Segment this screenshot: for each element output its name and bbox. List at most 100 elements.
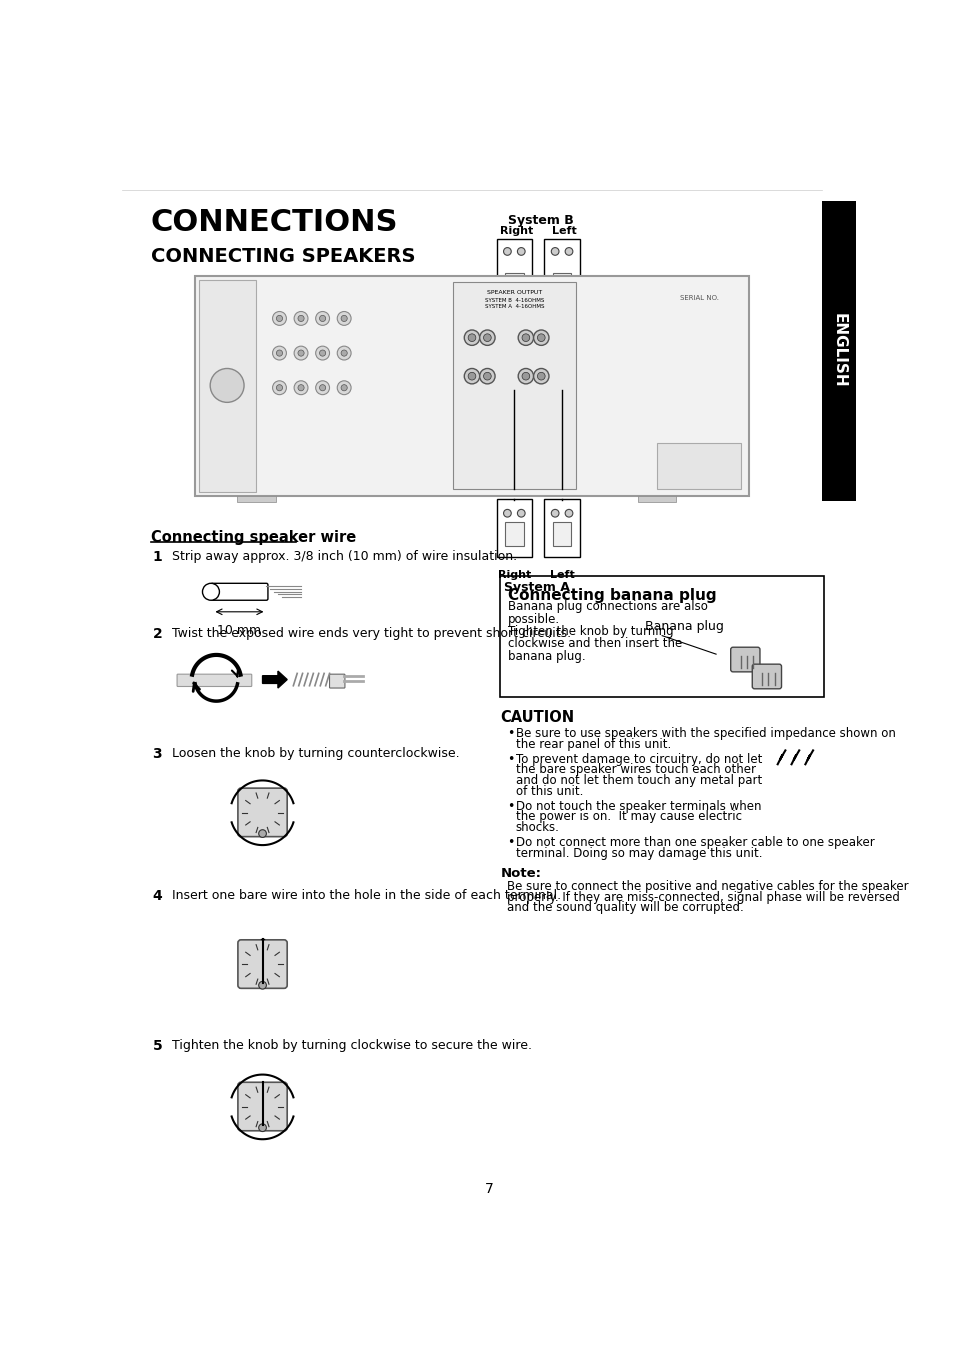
Text: clockwise and then insert the: clockwise and then insert the [508, 638, 681, 650]
Text: Do not touch the speaker terminals when: Do not touch the speaker terminals when [516, 800, 760, 813]
Text: and the sound quality will be corrupted.: and the sound quality will be corrupted. [506, 901, 742, 915]
Bar [497, 239, 532, 307]
Text: properly. If they are miss-connected, signal phase will be reversed: properly. If they are miss-connected, si… [506, 890, 899, 904]
Circle shape [341, 315, 347, 322]
Text: CAUTION: CAUTION [500, 711, 574, 725]
Text: SYSTEM A  4-16OHMS: SYSTEM A 4-16OHMS [484, 304, 543, 309]
Text: Right: Right [497, 570, 531, 580]
Circle shape [521, 373, 529, 380]
Circle shape [517, 509, 524, 517]
FancyBboxPatch shape [329, 674, 345, 688]
Circle shape [258, 1124, 266, 1132]
Text: SYSTEM B  4-16OHMS: SYSTEM B 4-16OHMS [484, 297, 543, 303]
Bar [198, 280, 256, 492]
Text: the bare speaker wires touch each other: the bare speaker wires touch each other [516, 763, 755, 777]
Circle shape [521, 334, 529, 342]
Text: possible.: possible. [508, 612, 559, 626]
Circle shape [468, 373, 476, 380]
Circle shape [273, 346, 286, 359]
Circle shape [503, 247, 511, 255]
Circle shape [294, 346, 308, 359]
Bar [821, 200, 856, 501]
FancyBboxPatch shape [730, 647, 760, 671]
Text: the power is on.  It may cause electric: the power is on. It may cause electric [516, 811, 741, 824]
Text: Tighten the knob by turning clockwise to secure the wire.: Tighten the knob by turning clockwise to… [172, 1039, 532, 1052]
Circle shape [297, 315, 304, 322]
Circle shape [258, 981, 266, 989]
Text: System A: System A [504, 581, 570, 594]
Circle shape [468, 334, 476, 342]
Text: Twist the exposed wire ends very tight to prevent short circuits.: Twist the exposed wire ends very tight t… [172, 627, 571, 640]
Text: 1: 1 [152, 550, 162, 565]
Text: Be sure to connect the positive and negative cables for the speaker: Be sure to connect the positive and nega… [506, 880, 907, 893]
Circle shape [297, 385, 304, 390]
Bar [194, 276, 748, 496]
Circle shape [479, 369, 495, 384]
Bar [504, 273, 523, 295]
FancyBboxPatch shape [177, 674, 252, 686]
Text: 10 mm: 10 mm [217, 624, 261, 638]
Text: Connecting speaker wire: Connecting speaker wire [151, 530, 355, 546]
Circle shape [464, 369, 479, 384]
Circle shape [315, 346, 329, 359]
Circle shape [336, 312, 351, 326]
Text: Do not connect more than one speaker cable to one speaker: Do not connect more than one speaker cab… [516, 836, 874, 848]
FancyBboxPatch shape [752, 665, 781, 689]
Circle shape [202, 584, 219, 600]
Circle shape [341, 350, 347, 357]
Circle shape [551, 509, 558, 517]
Bar [497, 500, 532, 557]
Circle shape [276, 350, 282, 357]
Text: Note:: Note: [500, 867, 541, 881]
Circle shape [503, 509, 511, 517]
Text: Insert one bare wire into the hole in the side of each terminal.: Insert one bare wire into the hole in th… [172, 889, 561, 902]
Text: Right: Right [499, 226, 533, 236]
Bar [504, 523, 523, 546]
Text: Left: Left [552, 226, 577, 236]
Circle shape [294, 381, 308, 394]
Polygon shape [262, 671, 287, 688]
FancyBboxPatch shape [237, 1082, 287, 1131]
Bar [544, 239, 579, 307]
Text: of this unit.: of this unit. [516, 785, 582, 798]
Circle shape [319, 350, 325, 357]
Circle shape [464, 330, 479, 346]
Bar [453, 282, 576, 489]
Text: •: • [506, 727, 514, 740]
Circle shape [276, 385, 282, 390]
Text: 4: 4 [152, 889, 162, 902]
Text: Tighten the knob by turning: Tighten the knob by turning [508, 626, 673, 638]
Text: Strip away approx. 3/8 inch (10 mm) of wire insulation.: Strip away approx. 3/8 inch (10 mm) of w… [172, 550, 517, 563]
Bar [237, 496, 275, 501]
Text: 7: 7 [484, 1182, 493, 1197]
Circle shape [276, 315, 282, 322]
Circle shape [564, 247, 572, 255]
Circle shape [479, 330, 495, 346]
Bar [544, 500, 579, 557]
Text: and do not let them touch any metal part: and do not let them touch any metal part [516, 774, 761, 788]
Text: 5: 5 [152, 1039, 162, 1054]
Circle shape [537, 334, 544, 342]
Circle shape [483, 373, 491, 380]
Text: CONNECTIONS: CONNECTIONS [151, 208, 398, 238]
Text: •: • [506, 836, 514, 848]
Circle shape [315, 312, 329, 326]
Text: Banana plug connections are also: Banana plug connections are also [508, 600, 707, 613]
Text: CONNECTING SPEAKERS: CONNECTING SPEAKERS [151, 247, 415, 266]
Bar [552, 523, 571, 546]
Bar [656, 443, 740, 489]
Text: Left: Left [549, 570, 574, 580]
Circle shape [551, 247, 558, 255]
Text: 3: 3 [152, 747, 162, 761]
Circle shape [319, 385, 325, 390]
Circle shape [341, 385, 347, 390]
Text: Loosen the knob by turning counterclockwise.: Loosen the knob by turning counterclockw… [172, 747, 459, 759]
Text: Banana plug: Banana plug [644, 620, 723, 634]
Bar [637, 496, 676, 501]
Text: banana plug.: banana plug. [508, 650, 585, 662]
Circle shape [336, 346, 351, 359]
Circle shape [483, 334, 491, 342]
Circle shape [336, 381, 351, 394]
Circle shape [258, 830, 266, 838]
Circle shape [517, 330, 533, 346]
